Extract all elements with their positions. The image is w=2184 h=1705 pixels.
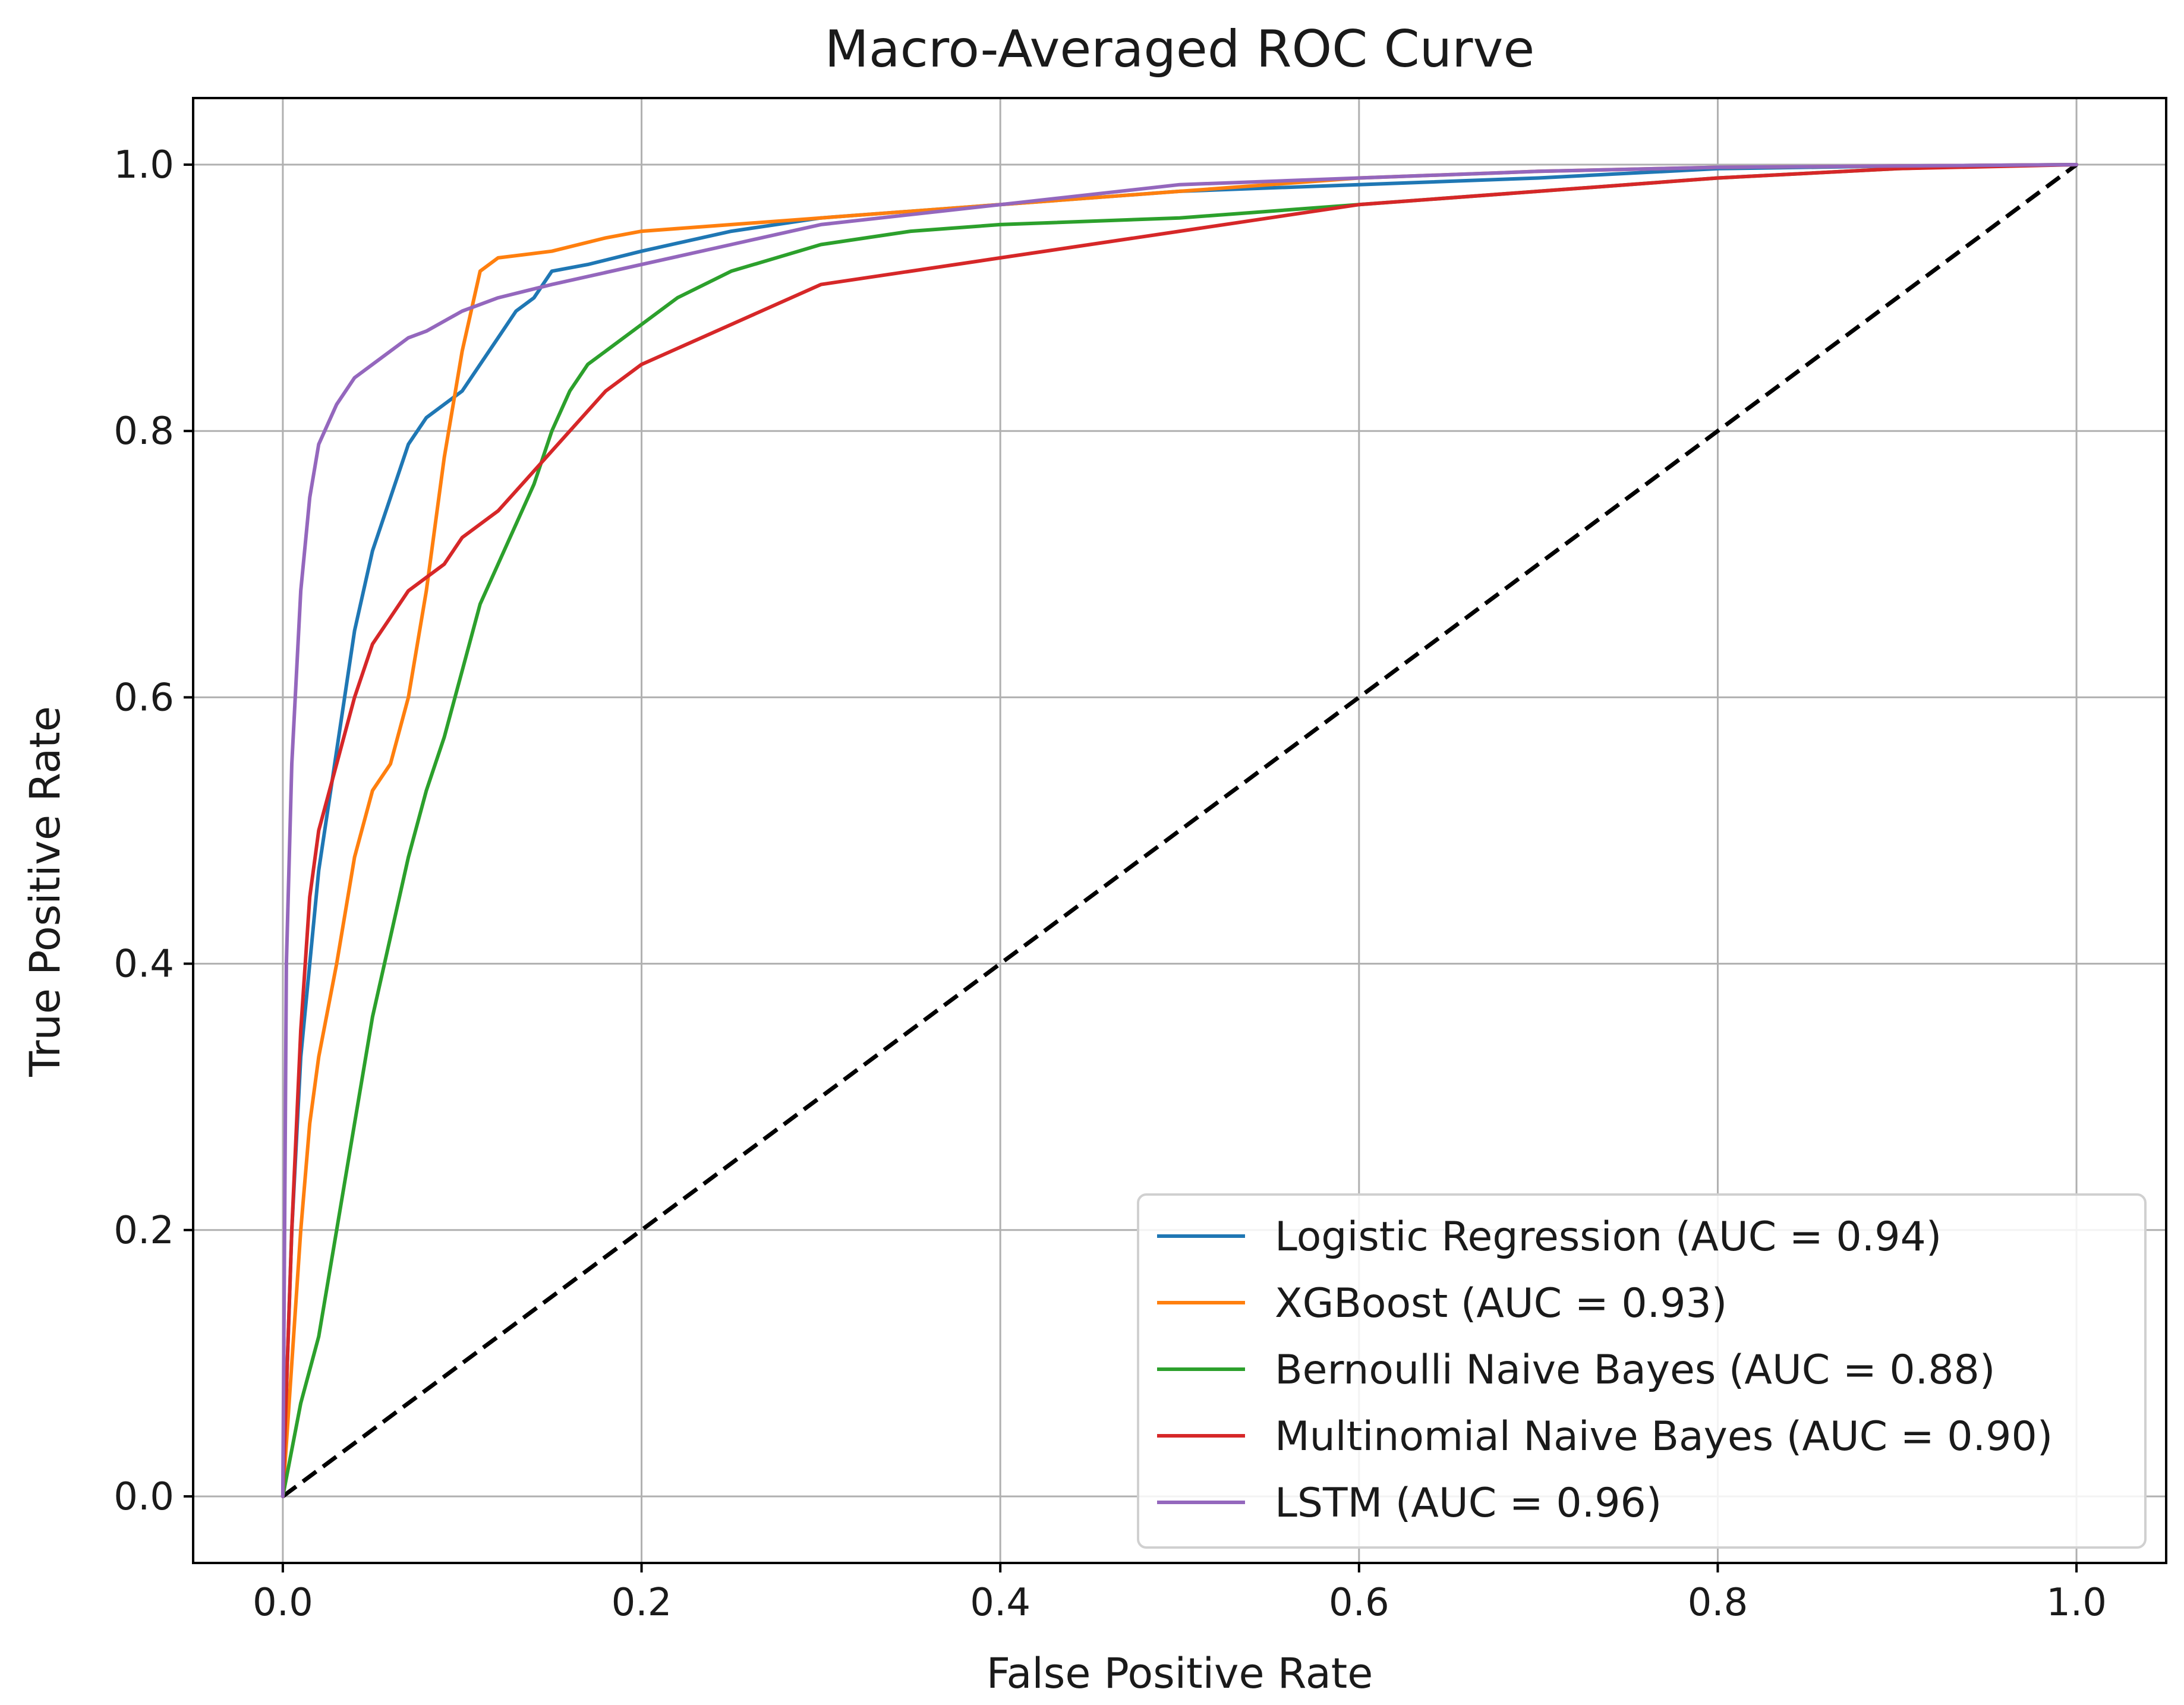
x-axis-label: False Positive Rate: [987, 1649, 1373, 1698]
x-tick-label: 0.8: [1688, 1581, 1748, 1625]
x-tick-label: 0.6: [1329, 1581, 1389, 1625]
series-line-3: [281, 163, 2079, 1498]
axes-frame: [192, 97, 2167, 1564]
chart-title: Macro-Averaged ROC Curve: [825, 20, 1535, 79]
x-tick-label: 0.2: [612, 1581, 672, 1625]
x-tick-label: 1.0: [2046, 1581, 2107, 1625]
legend-label-3: Multinomial Naive Bayes (AUC = 0.90): [1275, 1413, 2053, 1460]
y-axis-label: True Positive Rate: [21, 706, 70, 1077]
y-tick-label: 1.0: [114, 143, 174, 187]
series-line-4: [281, 163, 2079, 1498]
legend-label-4: LSTM (AUC = 0.96): [1275, 1480, 1662, 1527]
legend-label-0: Logistic Regression (AUC = 0.94): [1275, 1214, 1942, 1260]
legend-box: [1137, 1193, 2147, 1549]
y-tick-label: 0.4: [114, 943, 174, 987]
y-tick-label: 0.2: [114, 1209, 174, 1253]
legend: Logistic Regression (AUC = 0.94) XGBoost …: [1137, 1193, 2147, 1549]
plot-area: 0.0 0.2 0.4 0.6 0.8 1.0 0.0 0.2 0.4 0.6 0.8 1.0: [114, 97, 2167, 1625]
y-tick-label: 0.6: [114, 676, 174, 720]
y-tick-label: 0.8: [114, 409, 174, 453]
x-tick-label: 0.4: [970, 1581, 1030, 1625]
reference-diagonal-line: [281, 163, 2078, 1498]
x-tick-label: 0.0: [253, 1581, 313, 1625]
legend-label-1: XGBoost (AUC = 0.93): [1275, 1280, 1727, 1327]
legend-label-2: Bernoulli Naive Bayes (AUC = 0.88): [1275, 1347, 1995, 1394]
y-tick-label: 0.0: [114, 1475, 174, 1519]
series-line-2: [281, 163, 2079, 1498]
